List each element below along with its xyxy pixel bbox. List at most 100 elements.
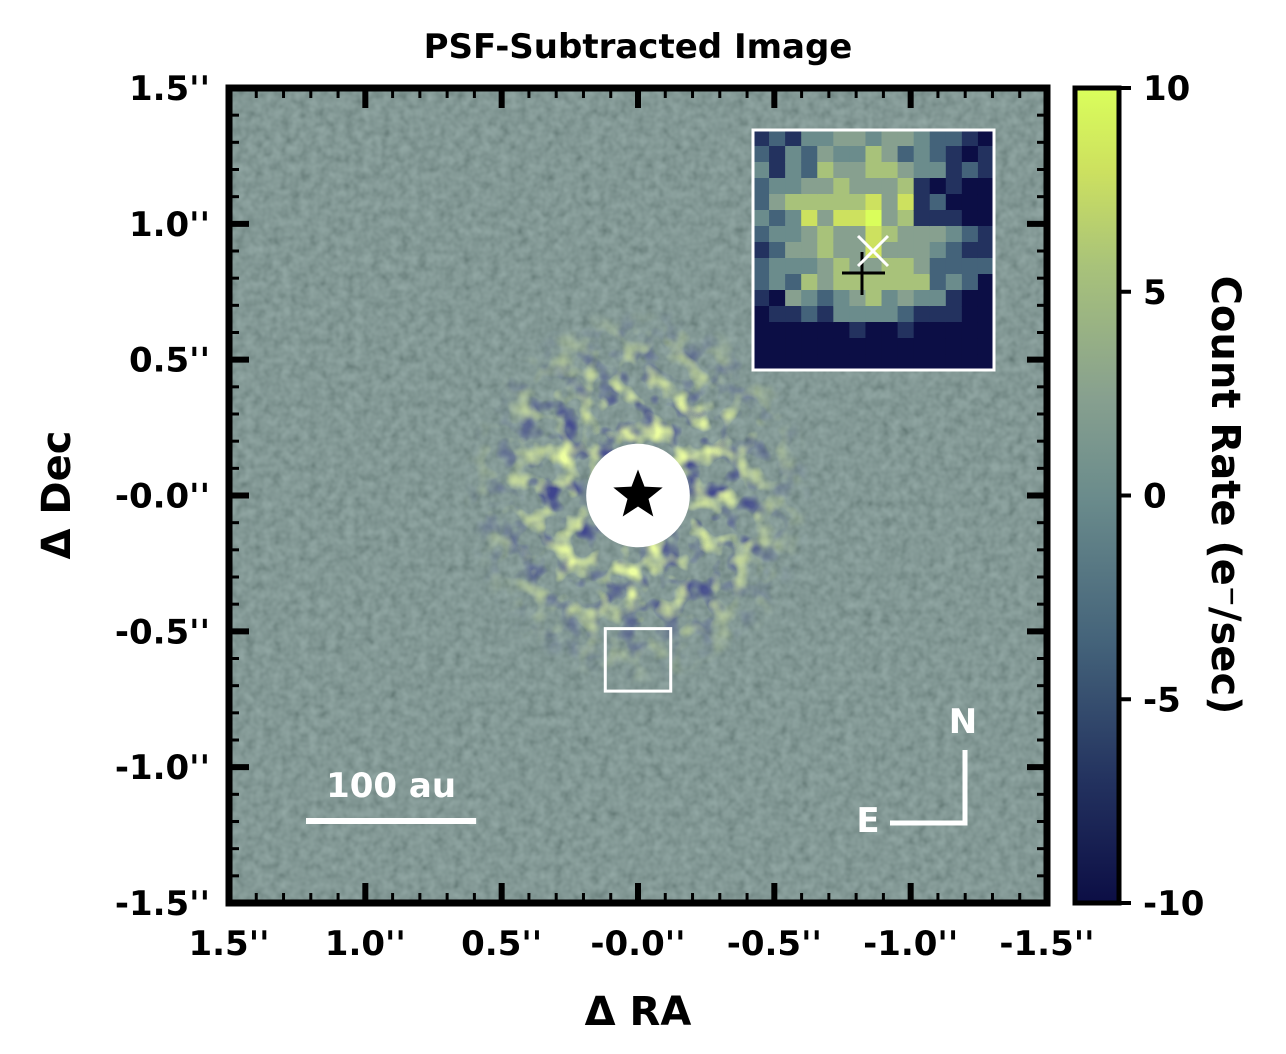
y-tick-label: -0.0'' <box>115 477 210 517</box>
inset-pixel <box>833 226 850 243</box>
x-tick-labels: 1.5'' 1.0'' 0.5'' -0.0'' -0.5'' -1.0'' -1.5'' <box>188 924 1094 964</box>
inset-pixel <box>865 338 883 355</box>
inset-pixel <box>929 130 947 147</box>
colorbar-tick-label: -10 <box>1143 884 1204 924</box>
inset-pixel <box>977 338 994 355</box>
inset-pixel <box>849 354 867 370</box>
inset-pixel <box>945 258 963 275</box>
inset-pixel <box>785 290 802 307</box>
inset-pixel <box>753 194 770 211</box>
inset-pixel <box>849 130 867 147</box>
inset-pixel <box>849 146 867 163</box>
star-marker <box>613 469 663 517</box>
inset-pixel <box>961 178 979 195</box>
inset-pixel <box>961 194 979 211</box>
inset-pixel <box>881 146 899 163</box>
inset-pixel <box>785 146 802 163</box>
y-tick-label: -1.0'' <box>115 748 210 788</box>
inset-pixel <box>817 290 834 307</box>
inset-pixel <box>785 338 802 355</box>
inset-frame <box>751 128 996 372</box>
inset-pixel <box>913 290 931 307</box>
inset-pixel <box>961 210 979 227</box>
inset-pixel <box>929 210 947 227</box>
inset-pixel <box>769 290 786 307</box>
inset-pixel <box>817 322 834 339</box>
inset-pixel <box>769 194 786 211</box>
x-tick-label: 0.5'' <box>461 924 542 964</box>
inset-pixel <box>753 130 770 147</box>
inset-pixel <box>785 258 802 275</box>
inset-pixel <box>817 146 834 163</box>
inset-pixel <box>929 258 947 275</box>
inset-pixel <box>945 226 963 243</box>
inset-pixel <box>945 146 963 163</box>
inset-pixel <box>801 242 818 259</box>
x-tick-label: 1.5'' <box>188 924 269 964</box>
inset-pixel <box>977 290 994 307</box>
inset-pixel <box>849 274 867 291</box>
inset-pixel <box>801 306 818 323</box>
inset-pixel <box>897 354 915 370</box>
inset-pixel <box>881 210 899 227</box>
inset-pixel <box>977 130 994 147</box>
inset-pixel <box>897 146 915 163</box>
inset-pixel <box>865 322 883 339</box>
inset-pixel <box>785 194 802 211</box>
inset-pixel <box>897 274 915 291</box>
inset-pixel <box>881 322 899 339</box>
inset-pixel <box>977 306 994 323</box>
inset-pixel <box>945 290 963 307</box>
inset-pixel <box>881 354 899 370</box>
inset-pixel <box>753 210 770 227</box>
inset-pixel <box>801 338 818 355</box>
inset-pixel <box>897 306 915 323</box>
inset-pixel <box>769 258 786 275</box>
inset-pixel <box>945 306 963 323</box>
inset-pixel <box>769 130 786 147</box>
inset-pixel <box>769 274 786 291</box>
inset-pixel <box>801 354 818 370</box>
inset-pixel <box>817 178 834 195</box>
inset-pixel <box>833 194 850 211</box>
inset-pixel <box>801 146 818 163</box>
inset-pixel <box>929 162 947 179</box>
inset-pixel <box>961 306 979 323</box>
inset-pixel <box>945 354 963 370</box>
inset-pixel <box>977 178 994 195</box>
colorbar-tick-label: 0 <box>1143 477 1167 517</box>
inset-pixel <box>929 194 947 211</box>
colorbar-gradient <box>1072 85 1122 906</box>
colorbar-ticks: 10 5 0 -5 -10 <box>1119 69 1204 924</box>
inset-pixel <box>817 338 834 355</box>
inset-pixel <box>961 162 979 179</box>
inset-pixel <box>769 354 786 370</box>
inset-pixel <box>897 130 915 147</box>
inset-pixel <box>769 210 786 227</box>
inset-pixel <box>881 338 899 355</box>
inset-pixel <box>785 162 802 179</box>
inset-pixel <box>785 354 802 370</box>
inset-pixel <box>769 162 786 179</box>
inset-pixel <box>833 178 850 195</box>
y-tick-label: -0.5'' <box>115 612 210 652</box>
inset-pixel <box>865 226 883 243</box>
inset-pixel <box>865 178 883 195</box>
inset-pixel <box>881 162 899 179</box>
inset-pixel <box>897 226 915 243</box>
inset-pixel <box>977 274 994 291</box>
inset-pixel <box>817 210 834 227</box>
inset-pixel <box>865 354 883 370</box>
inset-pixel <box>897 162 915 179</box>
compass-north-label: N <box>949 702 977 742</box>
inset-pixel <box>977 242 994 259</box>
inset-pixel <box>801 274 818 291</box>
x-tick-label: -1.0'' <box>863 924 958 964</box>
inset-pixel <box>849 210 867 227</box>
inset-pixel <box>961 338 979 355</box>
inset-pixel <box>929 178 947 195</box>
inset-pixel <box>929 242 947 259</box>
compass: N E <box>856 702 977 841</box>
inset-pixel <box>961 226 979 243</box>
